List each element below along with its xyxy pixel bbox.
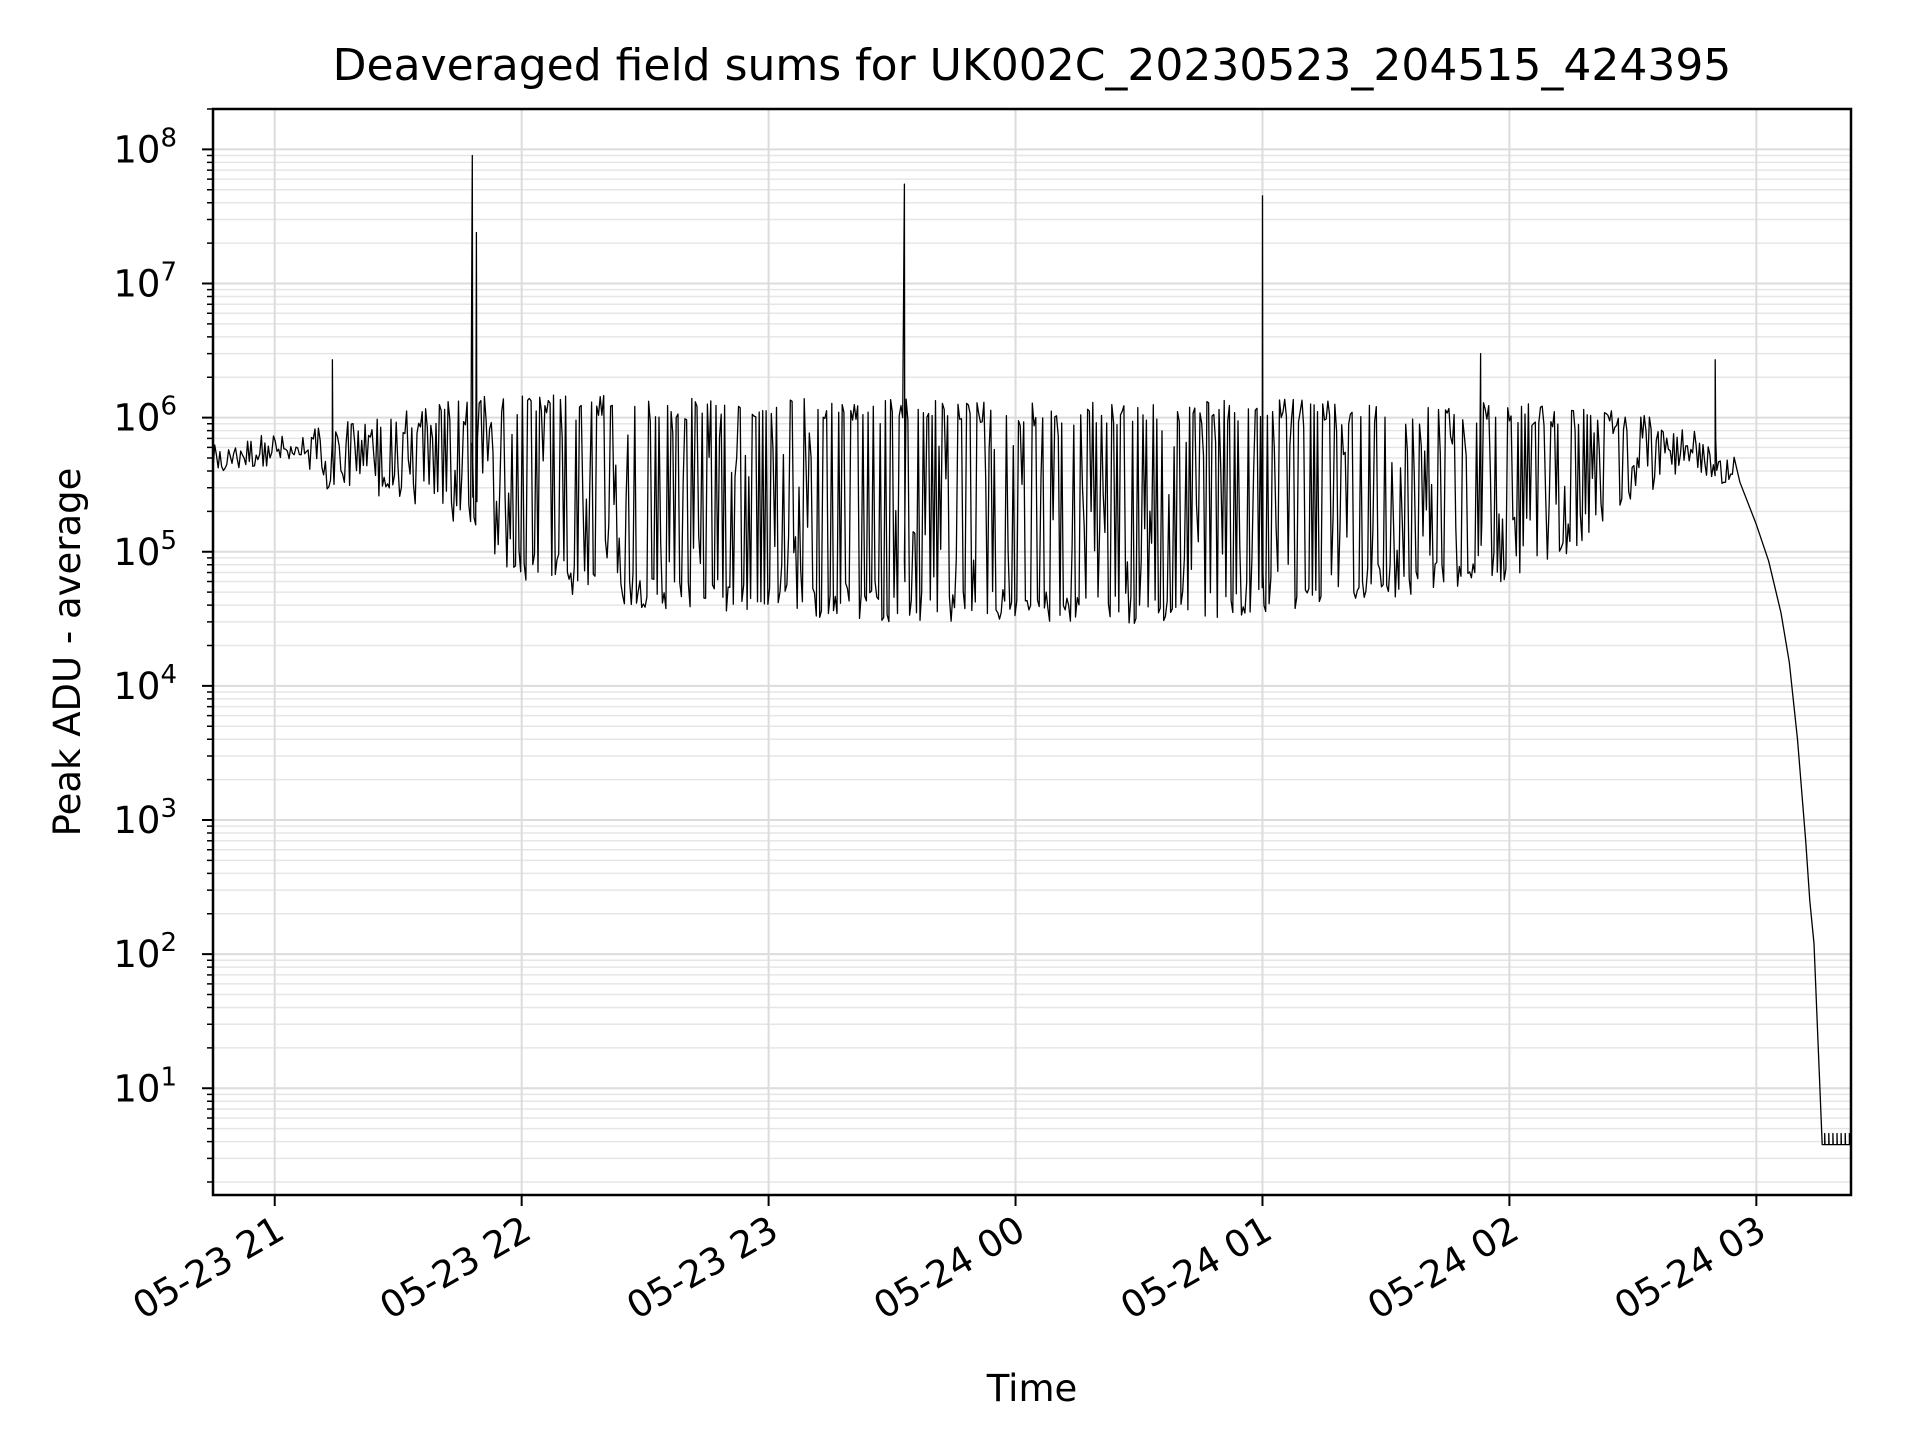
y-tick-label-exponent: 3 <box>160 794 177 824</box>
y-tick-label: 106 <box>113 392 177 440</box>
y-tick-label-base: 10 <box>113 531 160 574</box>
y-tick-label-base: 10 <box>113 397 160 440</box>
y-tick-label: 103 <box>113 794 177 842</box>
chart-title: Deaveraged field sums for UK002C_2023052… <box>333 40 1732 91</box>
y-tick-label-exponent: 6 <box>160 392 177 422</box>
y-tick-label: 101 <box>113 1062 177 1110</box>
y-tick-label-base: 10 <box>113 799 160 842</box>
y-tick-label-exponent: 4 <box>160 660 177 690</box>
y-tick-label-base: 10 <box>113 933 160 976</box>
y-tick-label: 104 <box>113 660 177 708</box>
y-tick-label-exponent: 8 <box>160 123 177 153</box>
y-tick-label: 102 <box>113 928 177 976</box>
x-axis-label: Time <box>986 1367 1078 1410</box>
y-tick-label-base: 10 <box>113 128 160 171</box>
y-tick-label-base: 10 <box>113 665 160 708</box>
y-tick-label-exponent: 5 <box>160 526 177 556</box>
y-tick-label-base: 10 <box>113 263 160 306</box>
y-tick-label: 107 <box>113 258 177 306</box>
y-tick-label-exponent: 7 <box>160 258 177 288</box>
axis-ticks <box>202 108 1758 1206</box>
y-axis-label: Peak ADU - average <box>46 468 89 837</box>
y-tick-label-exponent: 2 <box>160 928 177 958</box>
y-tick-label-exponent: 1 <box>160 1062 177 1092</box>
y-tick-label: 108 <box>113 123 177 171</box>
plot-frame <box>211 107 1853 1197</box>
series-line <box>212 154 1851 1146</box>
y-tick-label-base: 10 <box>113 1067 160 1110</box>
y-tick-label: 105 <box>113 526 177 574</box>
